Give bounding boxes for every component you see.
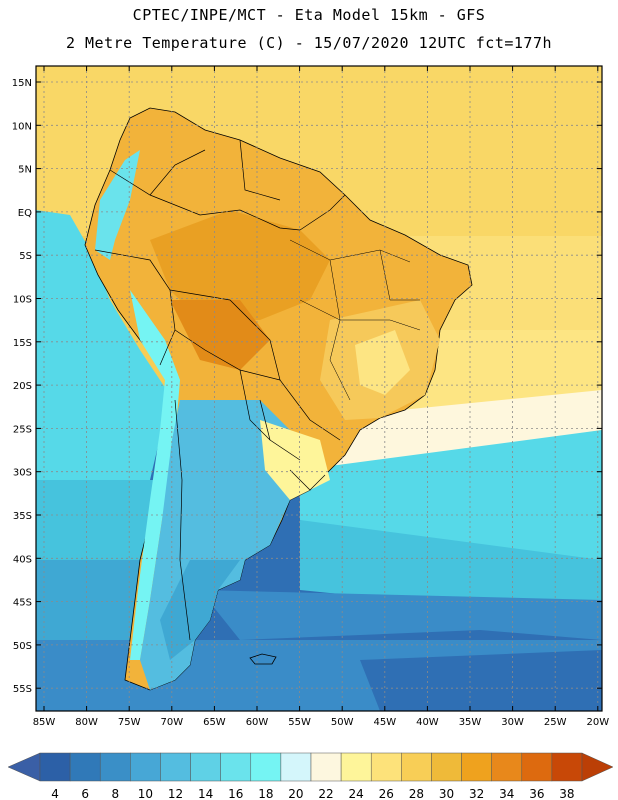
colorbar-swatch <box>160 752 191 782</box>
map-field <box>36 66 602 711</box>
lon-label: 40W <box>416 717 439 728</box>
colorbar-label: 10 <box>138 787 153 800</box>
ocean-band-pacific-cool <box>36 210 170 480</box>
lon-label: 70W <box>160 717 183 728</box>
colorbar-label: 8 <box>111 787 119 800</box>
colorbar-label: 4 <box>51 787 59 800</box>
lat-label: 50S <box>13 641 32 652</box>
colorbar-swatch <box>461 752 492 782</box>
colorbar-swatch <box>491 752 523 782</box>
lon-label: 20W <box>586 717 609 728</box>
colorbar-swatch <box>401 752 432 782</box>
colorbar-label: 12 <box>168 787 183 800</box>
lat-lon-grid <box>36 66 602 711</box>
lat-label: 15N <box>12 78 32 89</box>
lat-label: 35S <box>13 511 32 522</box>
lat-label: 40S <box>13 554 32 565</box>
lon-label: 65W <box>203 717 226 728</box>
lon-label: 85W <box>33 717 56 728</box>
lon-label: 60W <box>246 717 269 728</box>
colorbar-swatch <box>370 752 402 782</box>
lon-label: 45W <box>373 717 396 728</box>
lat-label: 30S <box>13 468 32 479</box>
colorbar-label: 6 <box>81 787 89 800</box>
lon-label: 75W <box>118 717 141 728</box>
colorbar-label: 26 <box>379 787 394 800</box>
lon-label: 30W <box>501 717 524 728</box>
colorbar-swatch <box>521 752 553 782</box>
colorbar-swatch <box>39 752 71 782</box>
lat-label: 5N <box>18 165 32 176</box>
colorbar-swatch <box>431 752 462 782</box>
map-title-line1: CPTEC/INPE/MCT - Eta Model 15km - GFS <box>132 6 486 24</box>
colorbar-label: 30 <box>439 787 454 800</box>
lat-label: 15S <box>13 338 32 349</box>
lat-label: 20S <box>13 381 32 392</box>
lon-label: 35W <box>459 717 482 728</box>
colorbar: 4 6 8 10 12 14 16 18 20 22 24 26 28 30 32 34 36 38 <box>7 752 614 800</box>
lat-label: 10N <box>12 121 32 132</box>
latitude-labels: 15N 10N 5N EQ 5S 10S 15S 20S 25S 30S 35S 40S 45S 50S 5… <box>12 78 32 695</box>
lat-label: 5S <box>19 251 32 262</box>
colorbar-swatch <box>69 752 101 782</box>
lat-label: EQ <box>18 208 32 219</box>
colorbar-low-cap <box>7 752 41 782</box>
lat-label: 25S <box>13 424 32 435</box>
map-title-line2: 2 Metre Temperature (C) - 15/07/2020 12U… <box>65 34 553 52</box>
colorbar-label: 18 <box>258 787 273 800</box>
colorbar-label: 20 <box>288 787 303 800</box>
lat-label: 45S <box>13 598 32 609</box>
colorbar-label: 22 <box>318 787 333 800</box>
map-frame <box>35 65 603 712</box>
colorbar-swatch <box>280 752 312 782</box>
lat-label: 55S <box>13 684 32 695</box>
colorbar-swatch <box>220 752 252 782</box>
colorbar-swatch <box>190 752 221 782</box>
colorbar-label: 24 <box>349 787 364 800</box>
colorbar-swatch <box>99 752 131 782</box>
longitude-labels: 85W 80W 75W 70W 65W 60W 55W 50W 45W 40W 35W 30W 25W 2… <box>33 717 610 728</box>
axis-ticks <box>36 66 602 711</box>
lat-label: 10S <box>13 295 32 306</box>
colorbar-label: 38 <box>559 787 574 800</box>
colorbar-label: 34 <box>499 787 514 800</box>
colorbar-swatch <box>340 752 372 782</box>
colorbar-label: 16 <box>228 787 243 800</box>
lon-label: 25W <box>544 717 567 728</box>
lon-label: 55W <box>288 717 311 728</box>
colorbar-label: 36 <box>529 787 544 800</box>
colorbar-swatch <box>250 752 282 782</box>
colorbar-swatch <box>130 752 161 782</box>
lon-label: 50W <box>331 717 354 728</box>
lon-label: 80W <box>75 717 98 728</box>
colorbar-swatch <box>551 752 583 782</box>
colorbar-high-cap <box>581 752 614 782</box>
colorbar-label: 14 <box>198 787 213 800</box>
colorbar-swatch <box>310 752 342 782</box>
colorbar-label: 28 <box>409 787 424 800</box>
colorbar-label: 32 <box>469 787 484 800</box>
